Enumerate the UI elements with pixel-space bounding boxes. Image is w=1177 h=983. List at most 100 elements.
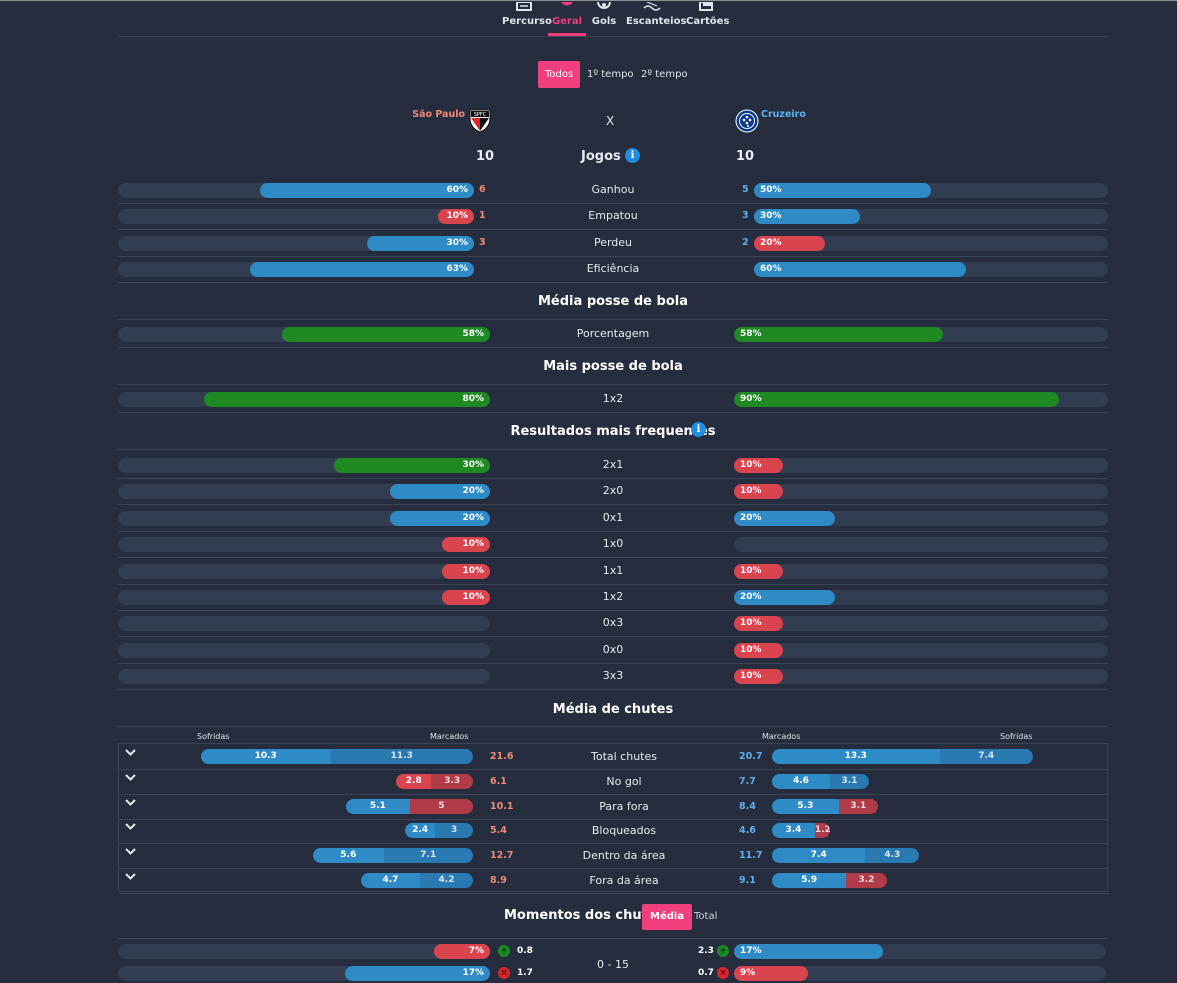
home-conceded-segment: 4.7 <box>360 873 421 888</box>
stat-label: Empatou <box>588 209 638 223</box>
away-games-count: 10 <box>736 149 755 164</box>
stat-label: Ganhou <box>591 183 635 196</box>
toggle-media[interactable]: Média <box>642 904 693 930</box>
tab-gols[interactable]: Gols <box>590 0 618 36</box>
period-first-half[interactable]: 1º tempo <box>587 69 634 80</box>
away-bar-track: 10% <box>734 458 1108 473</box>
games-info-icon[interactable]: i <box>625 148 640 163</box>
home-bar-track: 20% <box>118 484 490 500</box>
home-scored-segment: 11.3 <box>330 749 473 764</box>
home-count: 1 <box>479 210 486 222</box>
away-shots-bar: 5.9 3.2 <box>772 873 887 888</box>
away-shots-bar: 4.6 3.1 <box>772 773 869 789</box>
tab-label: Gols <box>591 16 617 27</box>
stat-row: 30% 2x1 10% <box>118 452 1108 479</box>
stat-row: 0x3 10% <box>118 610 1108 638</box>
away-bar-track: 90% <box>734 392 1108 407</box>
conceded-dot-icon: × <box>717 967 729 979</box>
period-second-half[interactable]: 2º tempo <box>641 69 688 80</box>
period-todos[interactable]: Todos <box>538 61 581 88</box>
away-bar-fill: 20% <box>734 510 835 526</box>
stat-row: 20% 2x0 10% <box>118 478 1108 506</box>
chevron-down-icon[interactable] <box>125 797 136 808</box>
home-bar-track <box>118 669 490 685</box>
tab-escanteios[interactable]: Escanteios <box>626 0 686 36</box>
shots-label: Fora da área <box>589 874 659 887</box>
home-moment-value: 0.8 <box>517 946 533 956</box>
away-conceded-segment: 3.2 <box>846 873 887 888</box>
away-shots-total: 11.7 <box>739 850 763 862</box>
away-moment-track: 17% <box>734 944 1106 959</box>
tab-cartoes[interactable]: Cartões <box>686 0 730 36</box>
away-bar-track: 50% <box>754 183 1108 198</box>
home-shots-bar: 5.1 5 <box>345 798 473 814</box>
away-moment-fill: 17% <box>734 944 883 959</box>
home-bar-track: 63% <box>118 261 474 277</box>
home-shots-bar: 10.3 11.3 <box>200 749 473 764</box>
home-bar-fill: 20% <box>390 510 490 526</box>
route-icon <box>516 2 532 11</box>
away-scored-segment: 7.4 <box>772 848 866 864</box>
home-scored-segment: 3.3 <box>431 773 473 789</box>
home-bar-fill: 80% <box>204 392 490 407</box>
stat-row: 63% Eficiência 60% <box>118 256 1108 283</box>
away-bar-track: 10% <box>734 616 1108 632</box>
home-games-count: 10 <box>476 149 495 164</box>
away-moment-fill: 9% <box>734 966 808 981</box>
away-shots-bar: 7.4 4.3 <box>772 848 920 864</box>
divider <box>118 449 1108 450</box>
shots-table: 10.3 11.3 21.6 Total chutes 20.7 13.3 7.4 2.8 3.… <box>118 743 1109 894</box>
home-count: 6 <box>479 184 486 195</box>
away-shots-total: 8.4 <box>739 800 756 812</box>
stat-label: 1x1 <box>602 563 624 577</box>
stat-row: 10% 1 Empatou 3 30% <box>118 203 1108 231</box>
shots-row: 2.4 3 5.4 Bloqueados 4.6 3.4 1.2 <box>119 818 1109 845</box>
stat-row: 3x3 10% <box>118 663 1108 691</box>
away-bar-track <box>734 537 1108 553</box>
tab-percurso[interactable]: Percurso <box>502 0 552 36</box>
home-bar-fill: 20% <box>390 484 490 500</box>
home-bar-track: 58% <box>118 327 490 342</box>
stat-label: Perdeu <box>593 235 633 249</box>
away-scored-segment: 5.3 <box>772 798 839 814</box>
chevron-down-icon[interactable] <box>125 747 136 758</box>
tab-geral[interactable]: Geral <box>548 0 586 36</box>
home-crest-icon: SPFC <box>469 109 491 133</box>
away-bar-track: 10% <box>734 642 1108 658</box>
tab-label: Cartões <box>686 16 730 27</box>
stat-label: 2x1 <box>602 458 624 471</box>
home-scored-segment: 7.1 <box>383 848 473 864</box>
divider <box>118 36 1108 37</box>
away-bar-fill: 50% <box>754 183 931 198</box>
away-conceded-segment: 3.1 <box>829 773 869 789</box>
chevron-down-icon[interactable] <box>125 871 136 882</box>
games-label: Jogos <box>581 149 621 164</box>
home-scored-segment: 5 <box>409 798 473 814</box>
versus-separator: X <box>606 114 615 128</box>
home-header-sofridas: Sofridas <box>197 732 230 741</box>
scored-dot-icon: + <box>717 945 729 957</box>
more-possession-title: Mais posse de bola <box>543 359 683 374</box>
home-shots-bar: 2.4 3 <box>404 823 473 839</box>
chevron-down-icon[interactable] <box>125 821 136 832</box>
away-scored-segment: 5.9 <box>772 873 847 888</box>
home-bar-track: 10% <box>118 537 490 553</box>
home-shots-total: 21.6 <box>490 751 514 762</box>
away-shots-total: 7.7 <box>739 775 756 787</box>
home-bar-fill: 60% <box>260 183 474 198</box>
away-bar-fill: 10% <box>734 563 783 579</box>
chevron-down-icon[interactable] <box>125 772 136 783</box>
away-bar-fill: 20% <box>754 235 825 251</box>
home-bar-track <box>118 616 490 632</box>
shots-row: 2.8 3.3 6.1 No gol 7.7 4.6 3.1 <box>119 769 1109 795</box>
results-info-icon[interactable]: i <box>691 422 706 437</box>
results-title-wrap: Resultados mais frequentes <box>118 424 1108 439</box>
away-shots-total: 20.7 <box>739 751 763 762</box>
toggle-total[interactable]: Total <box>694 911 718 922</box>
tab-label: Percurso <box>502 16 552 27</box>
chevron-down-icon[interactable] <box>125 846 136 857</box>
home-team-name: São Paulo <box>412 109 465 120</box>
away-crest-icon <box>735 109 759 133</box>
home-shots-total: 12.7 <box>490 850 514 862</box>
stat-row: 10% 1x2 20% <box>118 584 1108 611</box>
